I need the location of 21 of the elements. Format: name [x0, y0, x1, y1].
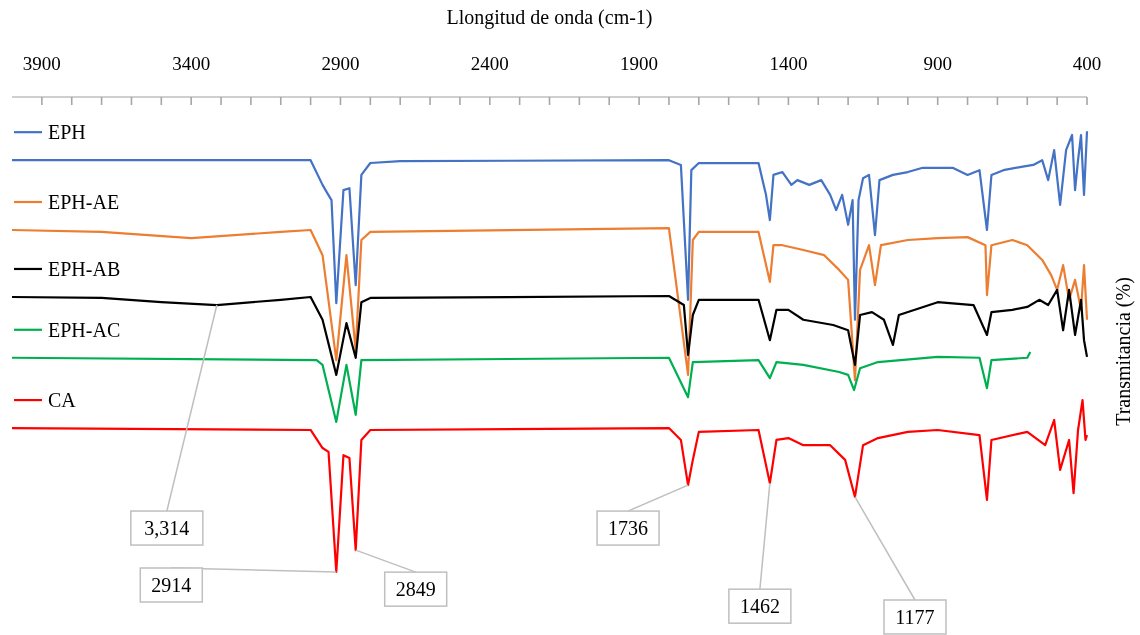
annotation: 2914: [151, 574, 192, 596]
annotation: 1462: [739, 595, 780, 618]
x-axis-title: Llongitud de onda (cm-1): [446, 6, 653, 29]
x-tick-label: 2900: [321, 53, 360, 74]
annotation: 3,314: [144, 517, 190, 540]
x-tick-label: 2400: [470, 53, 509, 74]
x-tick-label: 400: [1072, 53, 1102, 74]
x-tick-label: 1400: [769, 53, 808, 74]
legend-label: EPH-AE: [48, 191, 120, 213]
legend-label: EPH: [48, 121, 86, 144]
x-tick-label: 1900: [620, 53, 659, 74]
x-tick-label: 3900: [22, 53, 61, 74]
y-axis-title: Transmitancia (%): [1112, 277, 1135, 426]
annotation: 2849: [395, 578, 436, 601]
legend-label: EPH-AB: [48, 257, 121, 280]
annotation: 1177: [895, 606, 935, 628]
legend-label: EPH-AC: [48, 318, 121, 341]
x-tick-label: 3400: [172, 53, 211, 74]
x-tick-label: 900: [923, 53, 952, 74]
annotation: 1736: [608, 517, 649, 540]
legend-label: CA: [48, 389, 77, 412]
